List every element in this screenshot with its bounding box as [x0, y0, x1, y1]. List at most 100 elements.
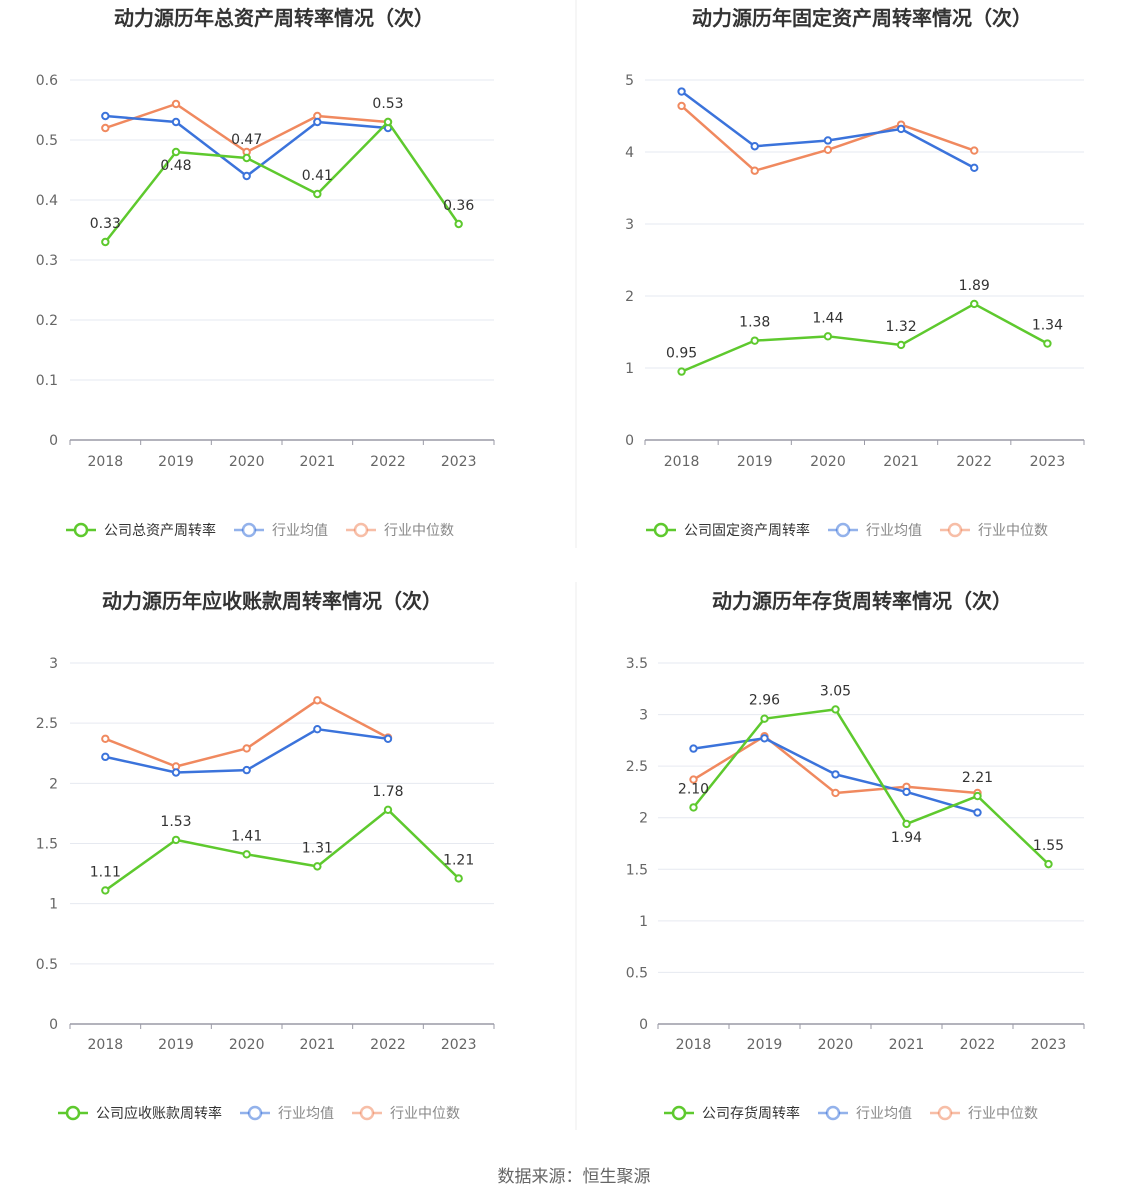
legend-item-company[interactable]: 公司总资产周转率 [66, 522, 216, 539]
series-industry-average [101, 111, 393, 181]
data-point[interactable] [1043, 339, 1052, 348]
x-tick-label: 2022 [370, 1037, 406, 1053]
legend-item-company[interactable]: 公司应收账款周转率 [58, 1105, 222, 1122]
data-point[interactable] [101, 123, 110, 133]
data-point[interactable] [101, 237, 110, 247]
data-point[interactable] [313, 696, 322, 705]
data-point[interactable] [823, 332, 833, 341]
data-point[interactable] [171, 147, 181, 157]
data-point[interactable] [677, 87, 686, 96]
data-point[interactable] [896, 124, 906, 134]
data-point[interactable] [750, 166, 759, 175]
y-tick-label: 0.4 [36, 193, 58, 209]
x-tick-label: 2018 [676, 1037, 712, 1053]
data-point[interactable] [823, 145, 833, 155]
x-tick-label: 2022 [960, 1037, 996, 1053]
series-line [104, 120, 460, 243]
data-label: 1.41 [231, 828, 262, 844]
legend-label: 行业中位数 [384, 523, 454, 539]
data-point[interactable] [101, 111, 110, 121]
legend-item-industry-median[interactable]: 行业中位数 [930, 1105, 1038, 1122]
legend-item-company[interactable]: 公司固定资产周转率 [646, 522, 810, 539]
legend-label: 行业均值 [278, 1106, 334, 1122]
legend-item-industry-average[interactable]: 行业均值 [240, 1105, 334, 1122]
data-point[interactable] [970, 146, 979, 155]
data-point[interactable] [242, 850, 251, 859]
series-line [680, 90, 975, 169]
data-point[interactable] [689, 744, 698, 753]
data-label: 0.95 [666, 346, 697, 362]
legend: 公司存货周转率 行业均值 行业中位数 [664, 1105, 1038, 1122]
data-point[interactable] [171, 99, 181, 109]
data-point[interactable] [750, 142, 759, 151]
data-point[interactable] [823, 136, 833, 145]
legend-label: 公司存货周转率 [702, 1105, 800, 1122]
legend-item-company[interactable]: 公司存货周转率 [664, 1105, 800, 1122]
data-label: 1.21 [443, 852, 474, 868]
legend-item-industry-median[interactable]: 行业中位数 [940, 522, 1048, 539]
charts-container: 动力源历年总资产周转率情况（次） 0 0.1 0.2 0.3 0.4 0.5 0.6 2018 2… [36, 6, 1085, 1122]
data-point[interactable] [973, 791, 982, 801]
series-company: 0.95 1.38 1.44 1.32 1.89 1.34 [666, 278, 1063, 376]
data-point[interactable] [101, 734, 110, 744]
data-point[interactable] [383, 117, 393, 127]
data-point[interactable] [242, 153, 251, 163]
data-point[interactable] [383, 734, 393, 744]
data-point[interactable] [242, 744, 251, 753]
data-point[interactable] [902, 787, 911, 797]
data-point[interactable] [313, 117, 322, 127]
data-point[interactable] [970, 299, 979, 309]
legend-item-industry-median[interactable]: 行业中位数 [352, 1105, 460, 1122]
data-label: 1.55 [1033, 838, 1064, 854]
data-point[interactable] [970, 163, 979, 173]
legend: 公司应收账款周转率 行业均值 行业中位数 [58, 1105, 460, 1122]
data-point[interactable] [313, 862, 322, 871]
data-label: 1.44 [812, 310, 843, 326]
data-point[interactable] [383, 805, 393, 815]
y-tick-label: 1 [625, 361, 634, 377]
data-point[interactable] [689, 775, 698, 784]
data-point[interactable] [973, 808, 982, 817]
data-point[interactable] [101, 886, 110, 895]
data-label: 0.41 [302, 168, 333, 184]
data-point[interactable] [750, 336, 759, 345]
legend-marker-icon [825, 1105, 841, 1121]
data-point[interactable] [313, 724, 322, 734]
data-point[interactable] [454, 219, 463, 229]
data-label: 1.11 [90, 864, 121, 880]
legend-item-industry-median[interactable]: 行业中位数 [346, 522, 454, 539]
data-point[interactable] [760, 734, 769, 743]
data-point[interactable] [896, 340, 906, 350]
data-point[interactable] [171, 835, 181, 845]
data-point[interactable] [760, 714, 769, 723]
legend-item-industry-average[interactable]: 行业均值 [234, 522, 328, 539]
data-point[interactable] [831, 770, 840, 779]
data-point[interactable] [831, 788, 840, 798]
data-point[interactable] [677, 367, 686, 376]
data-point[interactable] [677, 101, 686, 111]
y-tick-label: 5 [625, 73, 634, 89]
data-point[interactable] [831, 705, 840, 714]
y-tick-label: 0.1 [36, 373, 58, 389]
data-label: 0.53 [372, 96, 403, 112]
data-point[interactable] [101, 752, 110, 762]
y-tick-label: 2 [625, 289, 634, 305]
data-point[interactable] [902, 819, 911, 829]
data-point[interactable] [242, 171, 251, 181]
data-point[interactable] [454, 874, 463, 883]
x-tick-label: 2021 [300, 454, 336, 470]
data-label: 2.21 [962, 770, 993, 786]
data-label: 1.78 [372, 784, 403, 800]
data-point[interactable] [313, 189, 322, 199]
data-point[interactable] [171, 768, 181, 777]
legend-item-industry-average[interactable]: 行业均值 [818, 1105, 912, 1122]
data-point[interactable] [242, 765, 251, 775]
data-point[interactable] [1044, 859, 1053, 869]
data-point[interactable] [689, 803, 698, 812]
legend-item-industry-average[interactable]: 行业均值 [828, 522, 922, 539]
y-tick-label: 3 [625, 217, 634, 233]
legend-label: 公司固定资产周转率 [684, 522, 810, 539]
data-point[interactable] [171, 117, 181, 127]
data-label: 1.34 [1032, 318, 1063, 334]
legend-label: 行业均值 [856, 1106, 912, 1122]
